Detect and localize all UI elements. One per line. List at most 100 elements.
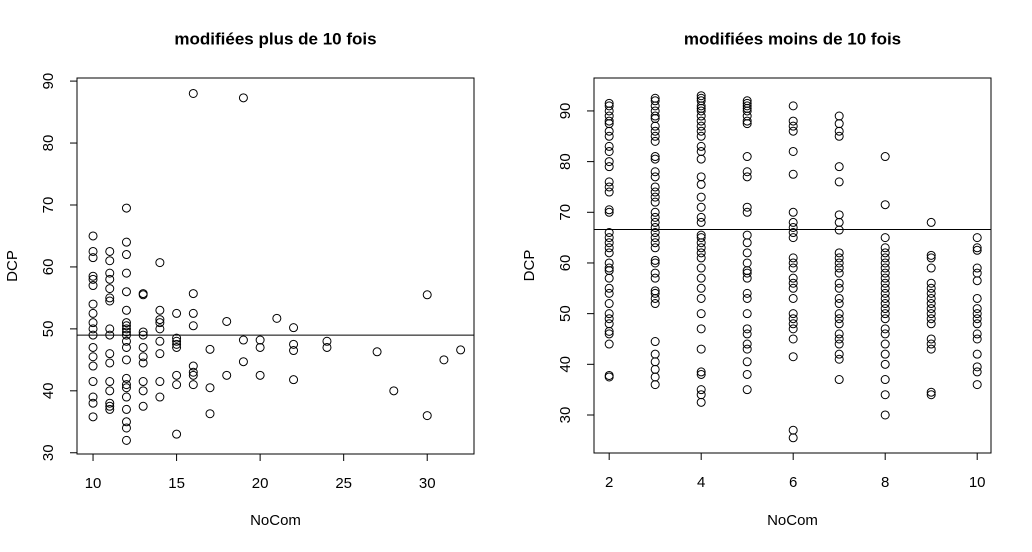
x-tick-label: 25 xyxy=(335,475,352,492)
point xyxy=(788,334,798,344)
point xyxy=(121,383,131,393)
point xyxy=(880,268,890,278)
point xyxy=(188,321,198,331)
point xyxy=(138,358,148,368)
point xyxy=(880,248,890,258)
point xyxy=(880,329,890,339)
point xyxy=(604,126,614,136)
point xyxy=(155,349,165,359)
point xyxy=(650,337,660,347)
point xyxy=(650,101,660,111)
point xyxy=(650,238,660,248)
point xyxy=(422,290,432,300)
y-tick-label: 70 xyxy=(40,197,57,214)
point xyxy=(105,386,115,396)
point xyxy=(155,305,165,315)
point xyxy=(880,152,890,162)
point xyxy=(926,314,936,324)
point xyxy=(834,111,844,121)
point xyxy=(972,314,982,324)
point xyxy=(105,274,115,284)
point xyxy=(834,268,844,278)
point xyxy=(650,207,660,217)
point xyxy=(696,172,706,182)
point xyxy=(650,380,660,390)
point xyxy=(742,268,752,278)
point xyxy=(788,126,798,136)
point xyxy=(742,344,752,354)
point xyxy=(788,324,798,334)
point xyxy=(926,344,936,354)
point xyxy=(138,352,148,362)
point xyxy=(650,288,660,298)
point xyxy=(834,131,844,141)
point xyxy=(788,273,798,283)
point xyxy=(696,154,706,164)
point xyxy=(788,352,798,362)
point xyxy=(650,222,660,232)
point xyxy=(172,336,182,346)
point xyxy=(255,370,265,380)
point xyxy=(834,375,844,385)
point xyxy=(604,182,614,192)
y-axis-label: DCP xyxy=(4,250,21,282)
point xyxy=(105,330,115,340)
x-tick-label: 10 xyxy=(85,475,102,492)
point xyxy=(788,293,798,303)
chart-title: modifiées moins de 10 fois xyxy=(684,29,901,48)
point xyxy=(834,339,844,349)
point xyxy=(105,404,115,414)
point xyxy=(742,152,752,162)
point xyxy=(650,233,660,243)
point xyxy=(88,324,98,334)
y-tick-label: 40 xyxy=(557,356,574,373)
point xyxy=(138,377,148,387)
point xyxy=(604,309,614,319)
point xyxy=(289,323,299,333)
point xyxy=(788,228,798,238)
x-tick-label: 8 xyxy=(881,474,889,491)
point xyxy=(696,253,706,263)
point xyxy=(880,253,890,263)
point xyxy=(172,308,182,318)
point xyxy=(650,243,660,253)
y-tick-label: 90 xyxy=(40,73,57,90)
y-tick-label: 50 xyxy=(557,305,574,322)
point xyxy=(138,342,148,352)
point xyxy=(272,313,282,323)
point xyxy=(788,258,798,268)
point xyxy=(696,106,706,116)
point xyxy=(105,293,115,303)
point xyxy=(834,263,844,273)
point xyxy=(834,126,844,136)
point xyxy=(604,157,614,167)
point xyxy=(439,355,449,365)
point xyxy=(696,116,706,126)
point xyxy=(926,283,936,293)
point xyxy=(834,217,844,227)
point xyxy=(880,309,890,319)
point xyxy=(880,258,890,268)
point xyxy=(88,281,98,291)
point xyxy=(650,154,660,164)
point xyxy=(121,336,131,346)
point xyxy=(788,319,798,329)
point xyxy=(172,370,182,380)
x-tick-label: 6 xyxy=(789,474,797,491)
point xyxy=(105,377,115,387)
point xyxy=(121,203,131,213)
point xyxy=(834,293,844,303)
point xyxy=(138,327,148,337)
point xyxy=(121,330,131,340)
point xyxy=(105,358,115,368)
plot-frame xyxy=(593,77,992,454)
point xyxy=(604,207,614,217)
point xyxy=(696,212,706,222)
point xyxy=(972,304,982,314)
point xyxy=(88,342,98,352)
y-tick-label: 80 xyxy=(40,135,57,152)
point xyxy=(155,324,165,334)
point xyxy=(742,119,752,129)
point xyxy=(696,238,706,248)
point xyxy=(604,283,614,293)
